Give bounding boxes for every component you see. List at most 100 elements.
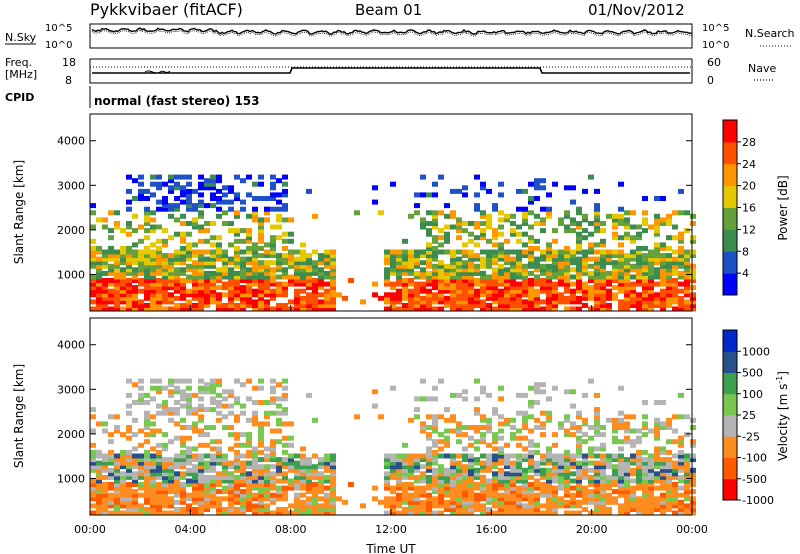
power-cell bbox=[510, 250, 516, 255]
velocity-cell bbox=[282, 507, 288, 512]
velocity-cell bbox=[504, 454, 510, 459]
velocity-cell bbox=[150, 454, 156, 459]
power-cell bbox=[588, 257, 594, 262]
velocity-cell bbox=[228, 461, 234, 466]
velocity-cell bbox=[168, 379, 174, 384]
velocity-cell bbox=[630, 429, 636, 434]
velocity-cell bbox=[570, 404, 576, 409]
velocity-cell bbox=[402, 507, 408, 512]
power-cell bbox=[186, 182, 192, 187]
velocity-cell bbox=[210, 425, 216, 430]
velocity-cell bbox=[486, 443, 492, 448]
velocity-cell bbox=[510, 425, 516, 430]
power-cell bbox=[126, 278, 132, 283]
velocity-cell bbox=[576, 436, 582, 441]
power-cell bbox=[252, 299, 258, 304]
velocity-cell bbox=[642, 432, 648, 437]
power-cell bbox=[498, 192, 504, 197]
velocity-cell bbox=[96, 461, 102, 466]
velocity-cell bbox=[534, 479, 540, 484]
velocity-colorbar-tick-label: 500 bbox=[742, 367, 763, 380]
power-cell bbox=[126, 200, 132, 205]
x-tick-label: 08:00 bbox=[275, 523, 307, 536]
velocity-cell bbox=[282, 436, 288, 441]
power-cell bbox=[420, 250, 426, 255]
velocity-cell bbox=[102, 454, 108, 459]
velocity-cell bbox=[558, 421, 564, 426]
power-cell bbox=[258, 217, 264, 222]
power-cell bbox=[90, 299, 96, 304]
velocity-cell bbox=[216, 393, 222, 398]
velocity-cell bbox=[114, 425, 120, 430]
power-cell bbox=[180, 303, 186, 308]
velocity-cell bbox=[390, 486, 396, 491]
power-cell bbox=[636, 246, 642, 251]
velocity-cell bbox=[198, 404, 204, 409]
power-cell bbox=[630, 250, 636, 255]
power-cell bbox=[276, 225, 282, 230]
velocity-cell bbox=[282, 486, 288, 491]
power-cell bbox=[594, 242, 600, 247]
velocity-cell bbox=[216, 411, 222, 416]
power-cell bbox=[132, 214, 138, 219]
power-cell bbox=[588, 285, 594, 290]
velocity-cell bbox=[402, 454, 408, 459]
power-cell bbox=[108, 289, 114, 294]
velocity-cell bbox=[288, 454, 294, 459]
y-tick-label: 2000 bbox=[57, 428, 85, 441]
power-cell bbox=[96, 257, 102, 262]
velocity-cell bbox=[144, 439, 150, 444]
velocity-cell bbox=[384, 496, 390, 501]
power-cell bbox=[384, 267, 390, 272]
velocity-cell bbox=[618, 411, 624, 416]
velocity-colorbar-swatch bbox=[723, 330, 737, 352]
power-cell bbox=[276, 275, 282, 280]
power-cell bbox=[126, 246, 132, 251]
velocity-cell bbox=[510, 432, 516, 437]
power-cell bbox=[582, 214, 588, 219]
power-cell bbox=[690, 235, 696, 240]
velocity-cell bbox=[258, 450, 264, 455]
velocity-cell bbox=[312, 418, 318, 423]
y-tick-label: 4000 bbox=[57, 339, 85, 352]
velocity-cell bbox=[138, 503, 144, 508]
velocity-cell bbox=[534, 493, 540, 498]
power-cell bbox=[246, 228, 252, 233]
power-cell bbox=[294, 257, 300, 262]
power-cell bbox=[630, 225, 636, 230]
power-cell bbox=[234, 210, 240, 215]
velocity-cell bbox=[540, 411, 546, 416]
velocity-cell bbox=[486, 393, 492, 398]
velocity-cell bbox=[438, 432, 444, 437]
velocity-cell bbox=[654, 471, 660, 476]
power-cell bbox=[390, 250, 396, 255]
velocity-cell bbox=[204, 425, 210, 430]
power-cell bbox=[654, 282, 660, 287]
velocity-cell bbox=[654, 400, 660, 405]
power-cell bbox=[174, 217, 180, 222]
y-tick-label: 2000 bbox=[57, 224, 85, 237]
power-colorbar-tick-label: 28 bbox=[742, 136, 756, 149]
velocity-cell bbox=[180, 507, 186, 512]
velocity-cell bbox=[138, 379, 144, 384]
power-cell bbox=[672, 278, 678, 283]
power-cell bbox=[162, 253, 168, 258]
velocity-cell bbox=[108, 439, 114, 444]
velocity-cell bbox=[480, 503, 486, 508]
power-cell bbox=[216, 214, 222, 219]
velocity-cell bbox=[588, 425, 594, 430]
velocity-cell bbox=[270, 386, 276, 391]
power-cell bbox=[186, 264, 192, 269]
velocity-cell bbox=[666, 439, 672, 444]
velocity-cell bbox=[258, 421, 264, 426]
velocity-cell bbox=[132, 418, 138, 423]
velocity-cell bbox=[90, 414, 96, 419]
velocity-cell bbox=[444, 454, 450, 459]
velocity-cell bbox=[534, 418, 540, 423]
power-cell bbox=[246, 246, 252, 251]
power-cell bbox=[144, 303, 150, 308]
power-cell bbox=[228, 257, 234, 262]
power-cell bbox=[396, 289, 402, 294]
power-cell bbox=[438, 250, 444, 255]
power-cell bbox=[564, 296, 570, 301]
